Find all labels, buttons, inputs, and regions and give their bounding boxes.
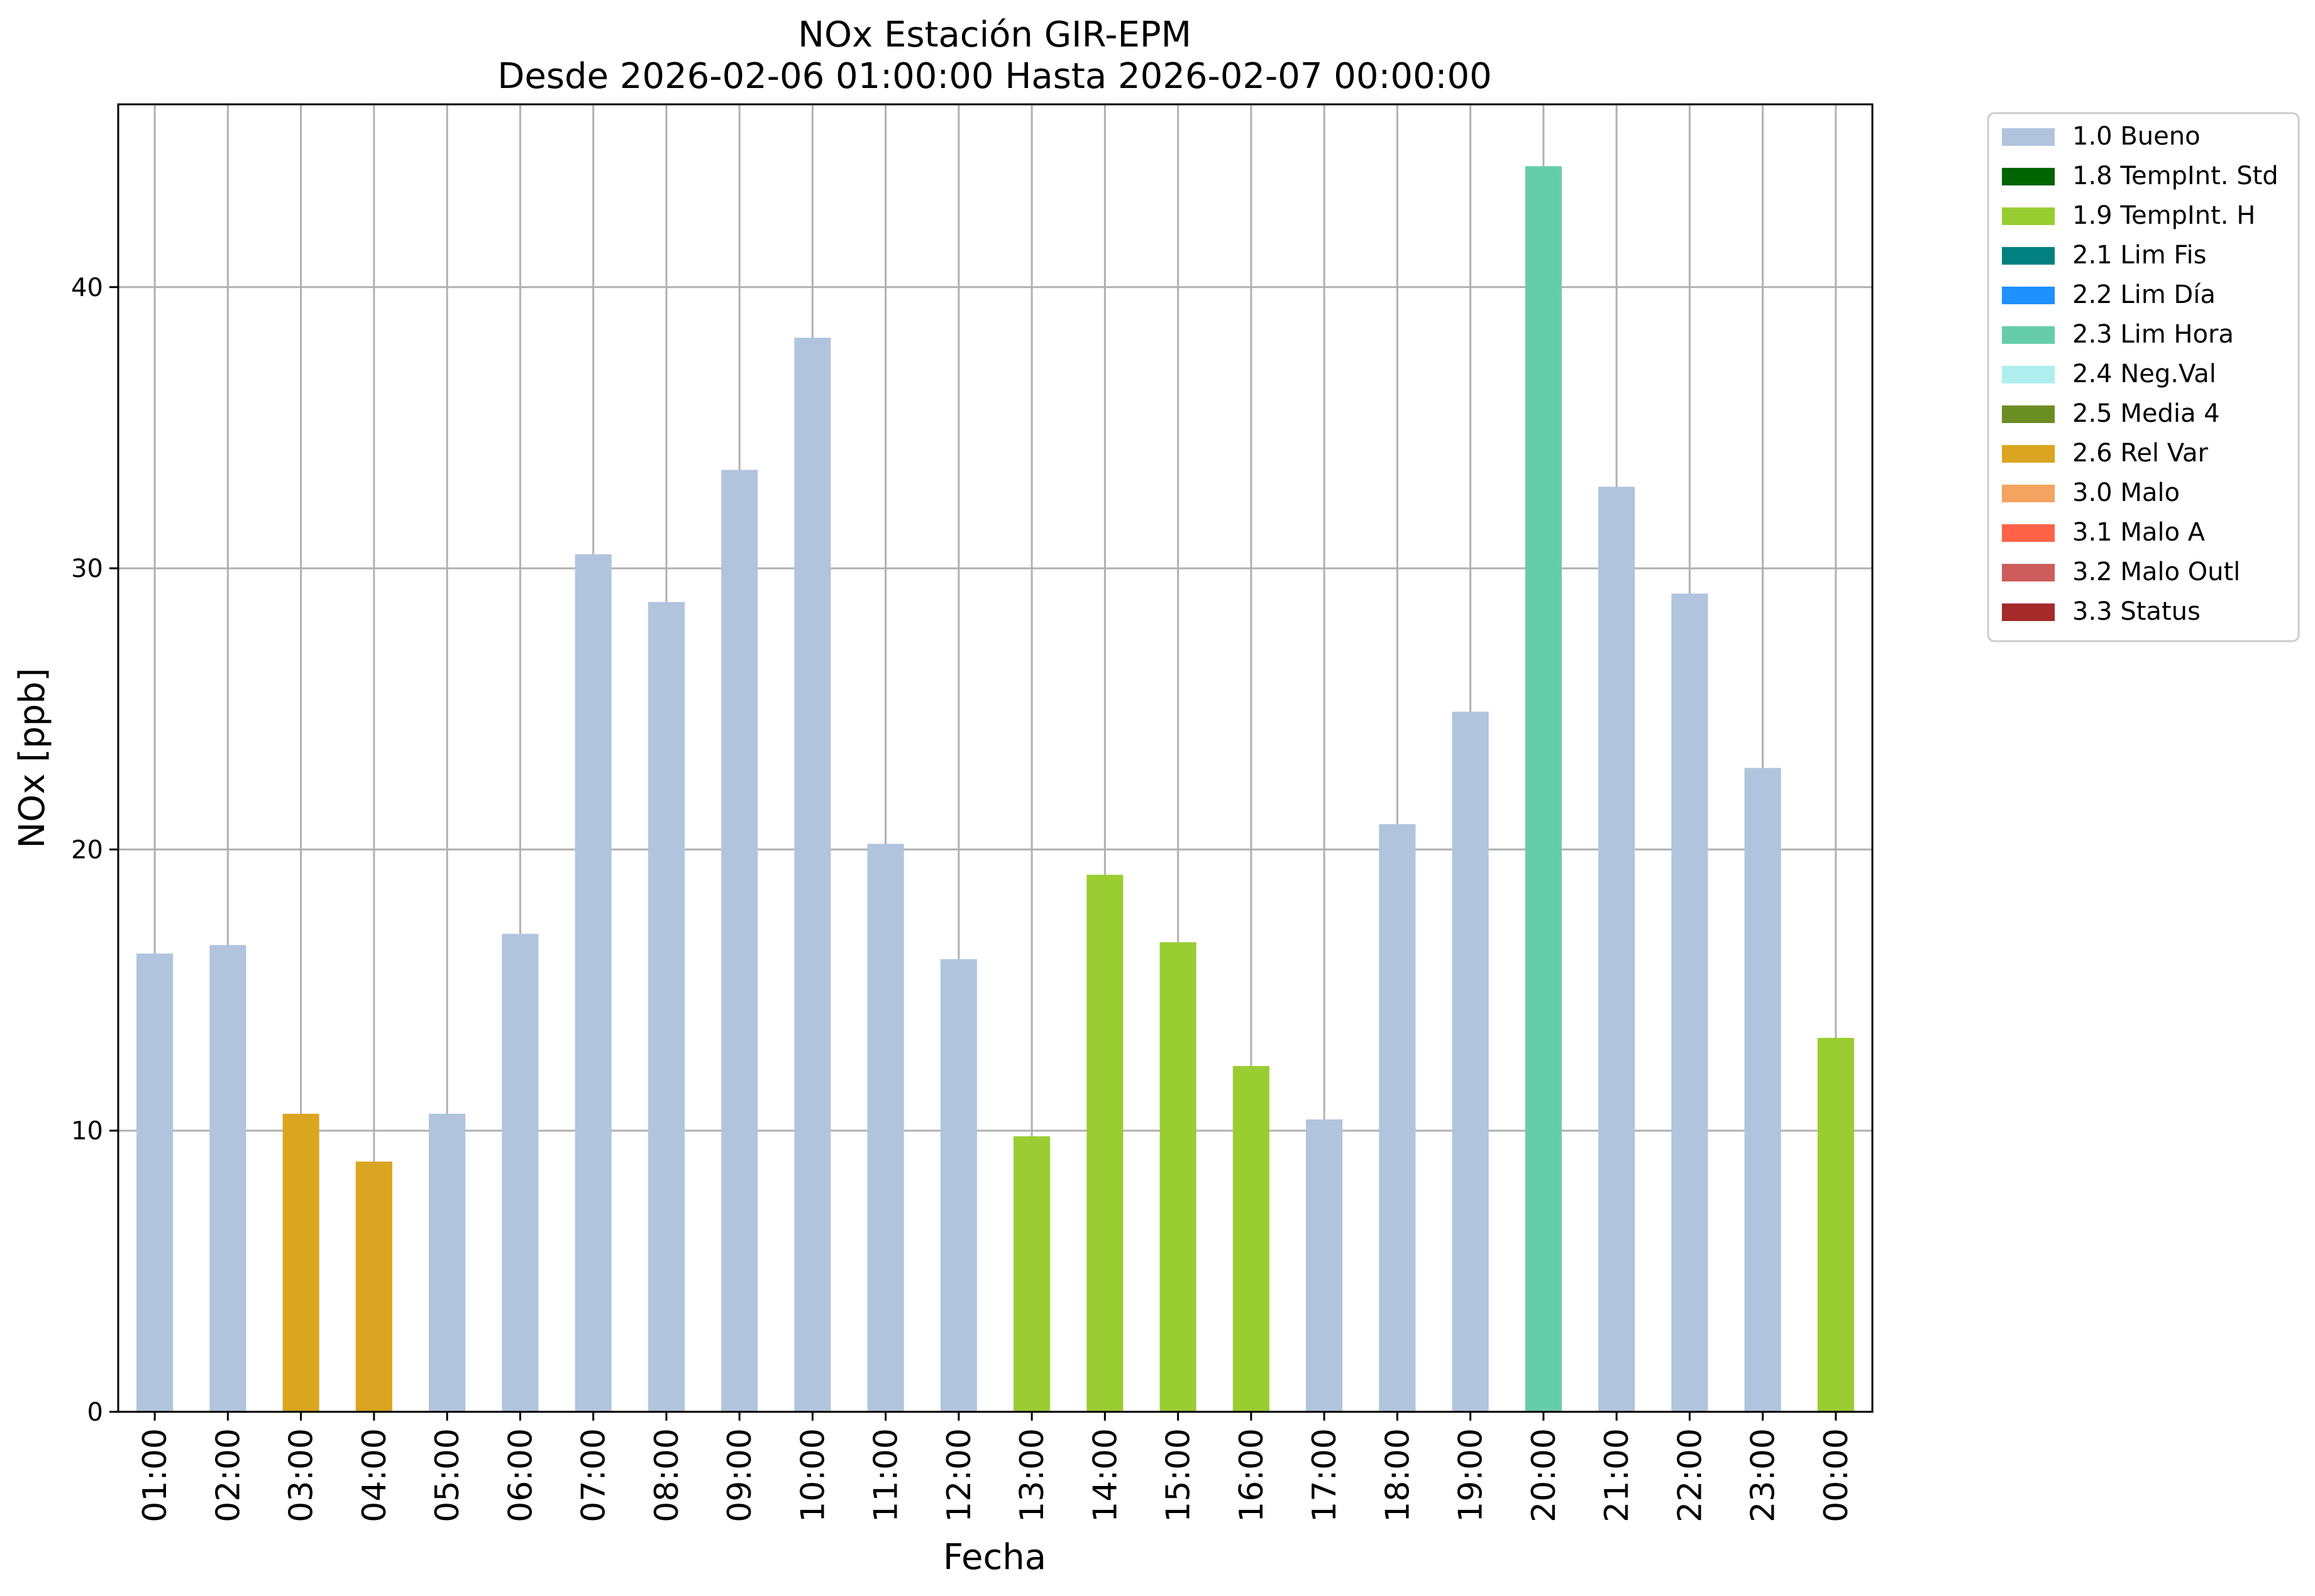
- x-tick-label: 12:00: [941, 1428, 978, 1522]
- legend-label: 3.1 Malo A: [2072, 518, 2206, 547]
- bars: [136, 166, 1854, 1412]
- x-tick-label: 18:00: [1379, 1428, 1417, 1522]
- legend-label: 2.4 Neg.Val: [2072, 360, 2216, 388]
- bar-1700: [1306, 1119, 1343, 1412]
- y-tick-label: 10: [71, 1117, 103, 1146]
- legend-swatch: [2002, 128, 2055, 146]
- legend-label: 1.8 TempInt. Std: [2072, 162, 2279, 190]
- bar-0100: [136, 953, 174, 1412]
- legend-swatch: [2002, 564, 2055, 581]
- legend-label: 2.3 Lim Hora: [2072, 320, 2234, 349]
- bar-1800: [1379, 824, 1416, 1412]
- x-tick-label: 06:00: [502, 1428, 539, 1522]
- legend-label: 2.6 Rel Var: [2072, 439, 2209, 468]
- x-tick-label: 15:00: [1160, 1428, 1198, 1522]
- legend-swatch: [2002, 366, 2055, 383]
- bar-0000: [1817, 1038, 1854, 1412]
- legend-label: 2.1 Lim Fis: [2072, 241, 2206, 270]
- x-tick-label: 01:00: [136, 1428, 174, 1522]
- legend-box: [1987, 112, 2300, 642]
- x-tick-label: 04:00: [356, 1428, 394, 1522]
- bar-2300: [1744, 768, 1781, 1412]
- y-tick-label: 30: [71, 554, 103, 583]
- bar-0500: [429, 1113, 466, 1412]
- legend-swatch: [2002, 603, 2055, 621]
- x-tick-label: 03:00: [283, 1428, 321, 1522]
- x-tick-label: 21:00: [1598, 1428, 1636, 1522]
- x-tick-label: 09:00: [721, 1428, 759, 1522]
- legend-swatch: [2002, 207, 2055, 225]
- legend-label: 3.3 Status: [2072, 597, 2201, 626]
- x-tick-label: 10:00: [794, 1428, 832, 1522]
- x-tick-label: 02:00: [209, 1428, 247, 1522]
- y-axis-label: NOx [ppb]: [12, 668, 53, 848]
- x-tick-label: 07:00: [575, 1428, 613, 1522]
- x-tick-label: 20:00: [1525, 1428, 1563, 1522]
- bar-1600: [1232, 1065, 1269, 1412]
- legend-swatch: [2002, 485, 2055, 502]
- bar-1400: [1086, 874, 1124, 1412]
- bar-0900: [721, 470, 758, 1412]
- bar-1500: [1159, 942, 1196, 1412]
- bar-2200: [1671, 593, 1708, 1412]
- x-tick-label: 23:00: [1745, 1428, 1782, 1522]
- bar-1100: [867, 844, 904, 1412]
- bar-1300: [1014, 1136, 1051, 1412]
- legend-label: 2.2 Lim Día: [2072, 280, 2216, 309]
- x-tick-label: 11:00: [868, 1428, 905, 1522]
- bar-0200: [209, 945, 246, 1412]
- x-tick-label: 05:00: [429, 1428, 467, 1522]
- legend-swatch: [2002, 445, 2055, 463]
- x-tick-label: 08:00: [648, 1428, 686, 1522]
- bar-0300: [282, 1113, 319, 1412]
- legend-swatch: [2002, 326, 2055, 344]
- legend-label: 2.5 Media 4: [2072, 399, 2220, 428]
- bar-1200: [940, 959, 977, 1412]
- x-tick-label: 00:00: [1818, 1428, 1855, 1522]
- bar-0700: [575, 554, 612, 1412]
- x-axis-label: Fecha: [943, 1537, 1046, 1578]
- y-axis-ticks: 0 10 20 30 40: [71, 273, 118, 1427]
- x-axis-ticks: 01:00 02:00 03:00 04:00 05:00 06:00 07:00 08:00…: [136, 1412, 1855, 1522]
- bar-2000: [1525, 166, 1562, 1412]
- x-tick-label: 17:00: [1306, 1428, 1344, 1522]
- bar-0400: [355, 1161, 392, 1412]
- legend-label: 1.9 TempInt. H: [2072, 201, 2255, 230]
- legend-swatch: [2002, 168, 2055, 185]
- x-tick-label: 19:00: [1452, 1428, 1490, 1522]
- x-tick-label: 13:00: [1014, 1428, 1051, 1522]
- legend-label: 3.0 Malo: [2072, 478, 2180, 507]
- bar-1900: [1452, 712, 1489, 1412]
- chart-subtitle: Desde 2026-02-06 01:00:00 Hasta 2026-02-…: [497, 56, 1492, 97]
- legend-swatch: [2002, 524, 2055, 542]
- legend-label: 1.0 Bueno: [2072, 122, 2201, 151]
- x-tick-label: 14:00: [1086, 1428, 1124, 1522]
- y-tick-label: 40: [71, 273, 103, 302]
- x-tick-label: 16:00: [1233, 1428, 1271, 1522]
- bar-1000: [794, 338, 831, 1412]
- y-tick-label: 20: [71, 835, 103, 864]
- bar-0800: [648, 602, 685, 1412]
- x-tick-label: 22:00: [1671, 1428, 1709, 1522]
- bar-0600: [502, 933, 539, 1412]
- chart-title: NOx Estación GIR-EPM: [798, 14, 1191, 55]
- legend-swatch: [2002, 287, 2055, 304]
- legend-label: 3.2 Malo Outl: [2072, 558, 2240, 586]
- y-tick-label: 0: [87, 1398, 103, 1427]
- legend-swatch: [2002, 247, 2055, 265]
- legend-swatch: [2002, 405, 2055, 423]
- plot-area-frame: [117, 103, 1874, 1413]
- legend: 1.0 Bueno 1.8 TempInt. Std 1.9 TempInt. H 2…: [1987, 112, 2300, 642]
- bar-2100: [1598, 487, 1635, 1412]
